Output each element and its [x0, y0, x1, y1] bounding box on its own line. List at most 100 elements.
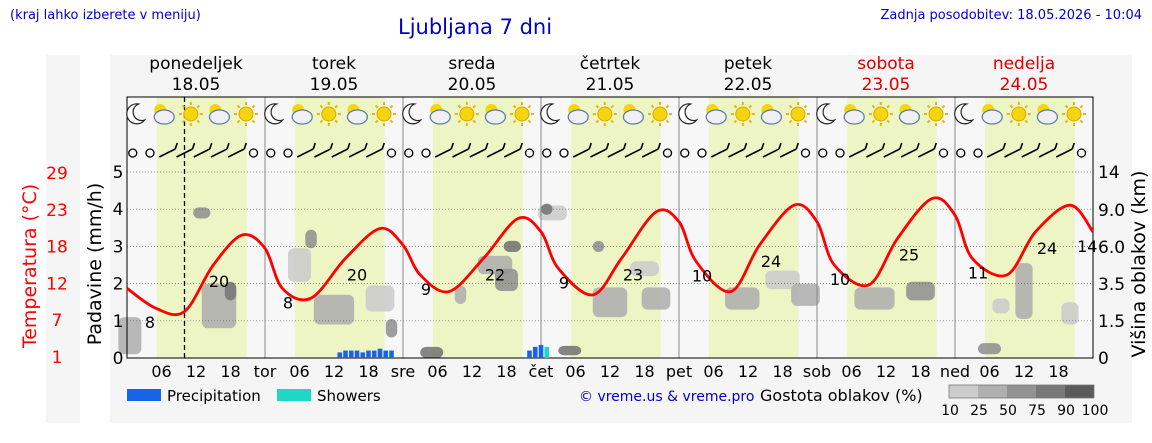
cloud-density-patch — [906, 281, 935, 301]
temperature-label: 24 — [1037, 239, 1057, 258]
sun-ray — [595, 104, 600, 109]
precipitation-bar — [360, 352, 366, 358]
wind-barb-icon — [572, 148, 590, 158]
cloud-density-level-label: 50 — [999, 403, 1017, 419]
cloud-density-level-label: 10 — [941, 403, 959, 419]
right-axis-panel — [1105, 55, 1132, 423]
cloud-icon — [705, 109, 727, 125]
temperature-label: 22 — [485, 265, 505, 284]
sun-ray — [181, 119, 186, 124]
cloud-density-patch — [630, 261, 659, 277]
precipitation-bar — [371, 350, 377, 358]
calm-wind-icon — [145, 148, 155, 158]
wind-barb-icon — [331, 148, 349, 158]
cloud-density-patch — [495, 268, 518, 292]
day-date-1: 18.05 — [172, 75, 221, 95]
sun-ray — [196, 104, 201, 109]
day-abbr-label: pet — [666, 362, 692, 381]
day-date-4: 21.05 — [586, 75, 635, 95]
cloud-density-patch — [288, 248, 311, 282]
calm-wind-icon — [800, 148, 811, 158]
temperature-label: 23 — [623, 265, 643, 284]
cloud-density-swatch — [1036, 385, 1065, 398]
hour-tick-label: 18 — [634, 362, 654, 381]
cloud-icon — [153, 109, 175, 125]
showers-bar — [544, 346, 550, 358]
plot-frame — [126, 96, 1094, 359]
wind-barb-icon — [848, 148, 866, 158]
cloud-icon — [484, 109, 507, 125]
cloud-density-patch — [365, 285, 395, 312]
wind-barb-icon — [484, 142, 489, 150]
day-abbr-label: ned — [940, 362, 970, 381]
cloud-density-level-label: 75 — [1028, 403, 1046, 419]
sun-ray — [665, 119, 670, 124]
temperature-axis-title: Temperatura (°C) — [19, 184, 41, 349]
calm-wind-icon — [421, 148, 431, 158]
sun-ray — [650, 119, 655, 124]
hour-tick-label: 18 — [496, 362, 516, 381]
precipitation-bar — [337, 352, 343, 358]
cloud-density-patch — [385, 318, 398, 338]
daylight-band — [708, 97, 799, 358]
sun-ray — [665, 104, 670, 109]
day-date-2: 19.05 — [310, 75, 359, 95]
hour-tick-label: 06 — [289, 362, 309, 381]
calm-wind-icon — [835, 148, 845, 158]
cloud-density-patch — [592, 287, 628, 318]
sun-ray — [803, 119, 808, 124]
wind-barb-icon — [898, 142, 903, 150]
calm-wind-icon — [697, 148, 707, 158]
calm-wind-icon — [938, 148, 949, 158]
sun-ray — [472, 104, 477, 109]
sun-ray — [1024, 104, 1029, 109]
hour-tick-label: 06 — [703, 362, 723, 381]
cloud-density-patch — [992, 298, 1010, 314]
wind-barb-icon — [745, 148, 763, 158]
temperature-tick-label: 1 — [52, 348, 63, 368]
location-menu-note: (kraj lahko izberete v meniju) — [10, 8, 201, 23]
cloud-density-patch — [641, 287, 671, 310]
daylight-band — [846, 97, 937, 358]
daylight-band — [570, 97, 661, 358]
day-date-6: 23.05 — [862, 75, 911, 95]
sun-ray — [1079, 119, 1084, 124]
wind-barb-icon — [640, 142, 644, 150]
temperature-tick-label: 23 — [46, 201, 68, 221]
wind-barb-icon — [191, 142, 196, 150]
sun-ray — [886, 104, 891, 109]
day-date-3: 20.05 — [448, 75, 497, 95]
cloud-density-patch — [978, 343, 1001, 355]
wind-barb-icon — [933, 142, 938, 150]
left-axis-panel — [46, 55, 80, 423]
sun-icon — [597, 106, 613, 122]
cloud-density-swatch — [1065, 385, 1094, 398]
wind-barb-icon — [452, 148, 469, 158]
credit-text: © vreme.us & vreme.pro — [579, 389, 754, 405]
sun-ray — [926, 119, 931, 124]
hour-tick-label: 06 — [841, 362, 861, 381]
moon-icon — [126, 103, 147, 125]
wind-barb-icon — [346, 142, 351, 150]
cloud-height-tick-label: 14 — [1098, 163, 1120, 183]
cloud-density-patch — [118, 317, 142, 355]
wind-barb-icon — [329, 142, 334, 150]
hour-tick-label: 18 — [1048, 362, 1068, 381]
cloud-density-patch — [313, 294, 355, 325]
wind-barb-icon — [743, 142, 748, 150]
temperature-label: 10 — [692, 267, 712, 286]
wind-barb-icon — [1021, 148, 1039, 158]
precipitation-bar — [538, 344, 544, 358]
sun-ray — [650, 104, 655, 109]
day-name-3: sreda — [448, 54, 495, 74]
sun-ray — [610, 119, 615, 124]
moon-icon — [954, 103, 975, 125]
wind-barb-icon — [503, 148, 521, 158]
wind-barb-icon — [158, 148, 176, 158]
sun-ray — [733, 104, 738, 109]
calm-wind-icon — [818, 148, 828, 158]
wind-barb-icon — [348, 148, 366, 158]
sun-ray — [886, 119, 891, 124]
wind-barb-icon — [227, 148, 245, 158]
calm-wind-icon — [524, 148, 535, 158]
